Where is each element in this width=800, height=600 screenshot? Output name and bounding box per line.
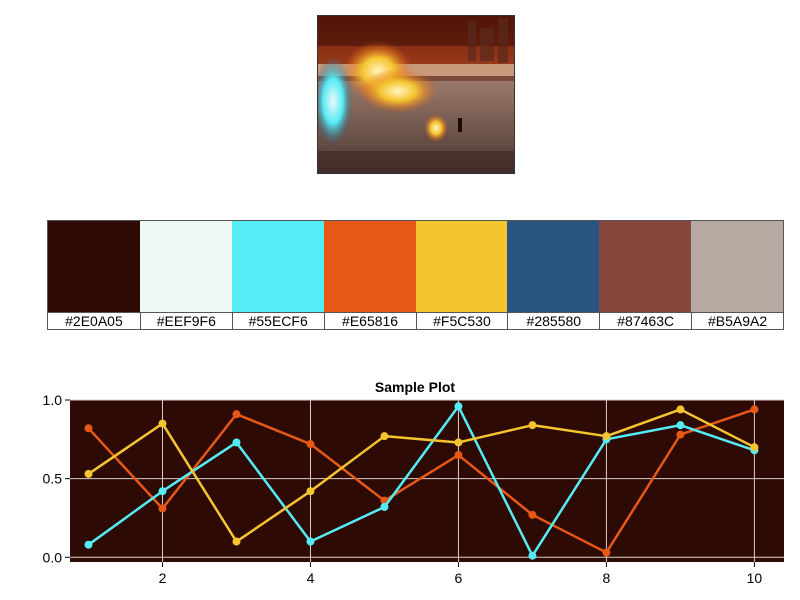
data-point bbox=[232, 438, 241, 447]
palette-swatch: #55ECF6 bbox=[231, 221, 324, 329]
series-group bbox=[84, 402, 759, 560]
palette-swatch: #87463C bbox=[599, 221, 692, 329]
y-tick-label: 1.0 bbox=[43, 392, 63, 408]
palette-swatch: #E65816 bbox=[323, 221, 416, 329]
swatch-color bbox=[139, 221, 232, 312]
swatch-label: #F5C530 bbox=[415, 312, 508, 329]
data-point bbox=[454, 451, 463, 460]
thumbnail-image bbox=[317, 15, 515, 174]
swatch-color bbox=[507, 221, 600, 312]
data-point bbox=[676, 405, 685, 414]
palette-swatch: #F5C530 bbox=[415, 221, 508, 329]
series-line bbox=[87, 408, 755, 543]
data-point bbox=[84, 469, 93, 478]
series-1 bbox=[84, 405, 759, 557]
data-point bbox=[750, 405, 759, 414]
palette-swatch: #B5A9A2 bbox=[691, 221, 783, 329]
palette-swatch: #285580 bbox=[507, 221, 600, 329]
x-tick-label: 8 bbox=[603, 570, 611, 586]
palette-swatch: #2E0A05 bbox=[48, 221, 140, 329]
swatch-label: #55ECF6 bbox=[231, 312, 324, 329]
axes: 2 4 6 8 10 0.0 0.5 1.0 bbox=[43, 392, 763, 586]
data-point bbox=[232, 537, 241, 546]
swatch-color bbox=[323, 221, 416, 312]
series-line bbox=[87, 405, 755, 557]
x-tick-label: 2 bbox=[159, 570, 167, 586]
data-point bbox=[602, 432, 611, 441]
data-point bbox=[676, 430, 685, 439]
y-tick-label: 0.5 bbox=[43, 471, 63, 487]
data-point bbox=[306, 537, 315, 546]
palette-swatch: #EEF9F6 bbox=[139, 221, 232, 329]
swatch-color bbox=[415, 221, 508, 312]
data-point bbox=[676, 421, 685, 430]
chart-title: Sample Plot bbox=[375, 379, 455, 395]
swatch-color bbox=[691, 221, 783, 312]
swatch-color bbox=[231, 221, 324, 312]
series-3 bbox=[84, 405, 759, 546]
swatch-label: #B5A9A2 bbox=[691, 312, 783, 329]
swatch-color bbox=[599, 221, 692, 312]
swatch-label: #87463C bbox=[599, 312, 692, 329]
series-line bbox=[87, 408, 755, 554]
swatch-label: #285580 bbox=[507, 312, 600, 329]
data-point bbox=[84, 424, 93, 433]
line-chart: Sample Plot 2 4 6 8 10 0.0 0.5 1.0 bbox=[43, 379, 784, 586]
data-point bbox=[454, 402, 463, 411]
data-point bbox=[380, 502, 389, 511]
grid bbox=[70, 399, 784, 562]
data-point bbox=[528, 421, 537, 430]
data-point bbox=[602, 548, 611, 557]
data-point bbox=[750, 443, 759, 452]
data-point bbox=[158, 487, 167, 496]
y-tick-label: 0.0 bbox=[43, 549, 63, 565]
swatch-label: #EEF9F6 bbox=[139, 312, 232, 329]
x-tick-label: 6 bbox=[455, 570, 463, 586]
data-point bbox=[84, 540, 93, 549]
x-tick-label: 10 bbox=[747, 570, 763, 586]
data-point bbox=[306, 487, 315, 496]
swatch-color bbox=[48, 221, 140, 312]
data-point bbox=[232, 410, 241, 419]
data-point bbox=[528, 510, 537, 519]
x-tick-label: 4 bbox=[307, 570, 315, 586]
data-point bbox=[158, 419, 167, 428]
data-point bbox=[380, 432, 389, 441]
data-point bbox=[454, 438, 463, 447]
data-point bbox=[306, 440, 315, 449]
thumbnail-artwork bbox=[318, 16, 514, 173]
swatch-label: #2E0A05 bbox=[48, 312, 140, 329]
swatch-label: #E65816 bbox=[323, 312, 416, 329]
data-point bbox=[528, 551, 537, 560]
data-point bbox=[158, 504, 167, 513]
color-palette: #2E0A05 #EEF9F6 #55ECF6 #E65816 #F5C530 #2855… bbox=[47, 220, 784, 330]
